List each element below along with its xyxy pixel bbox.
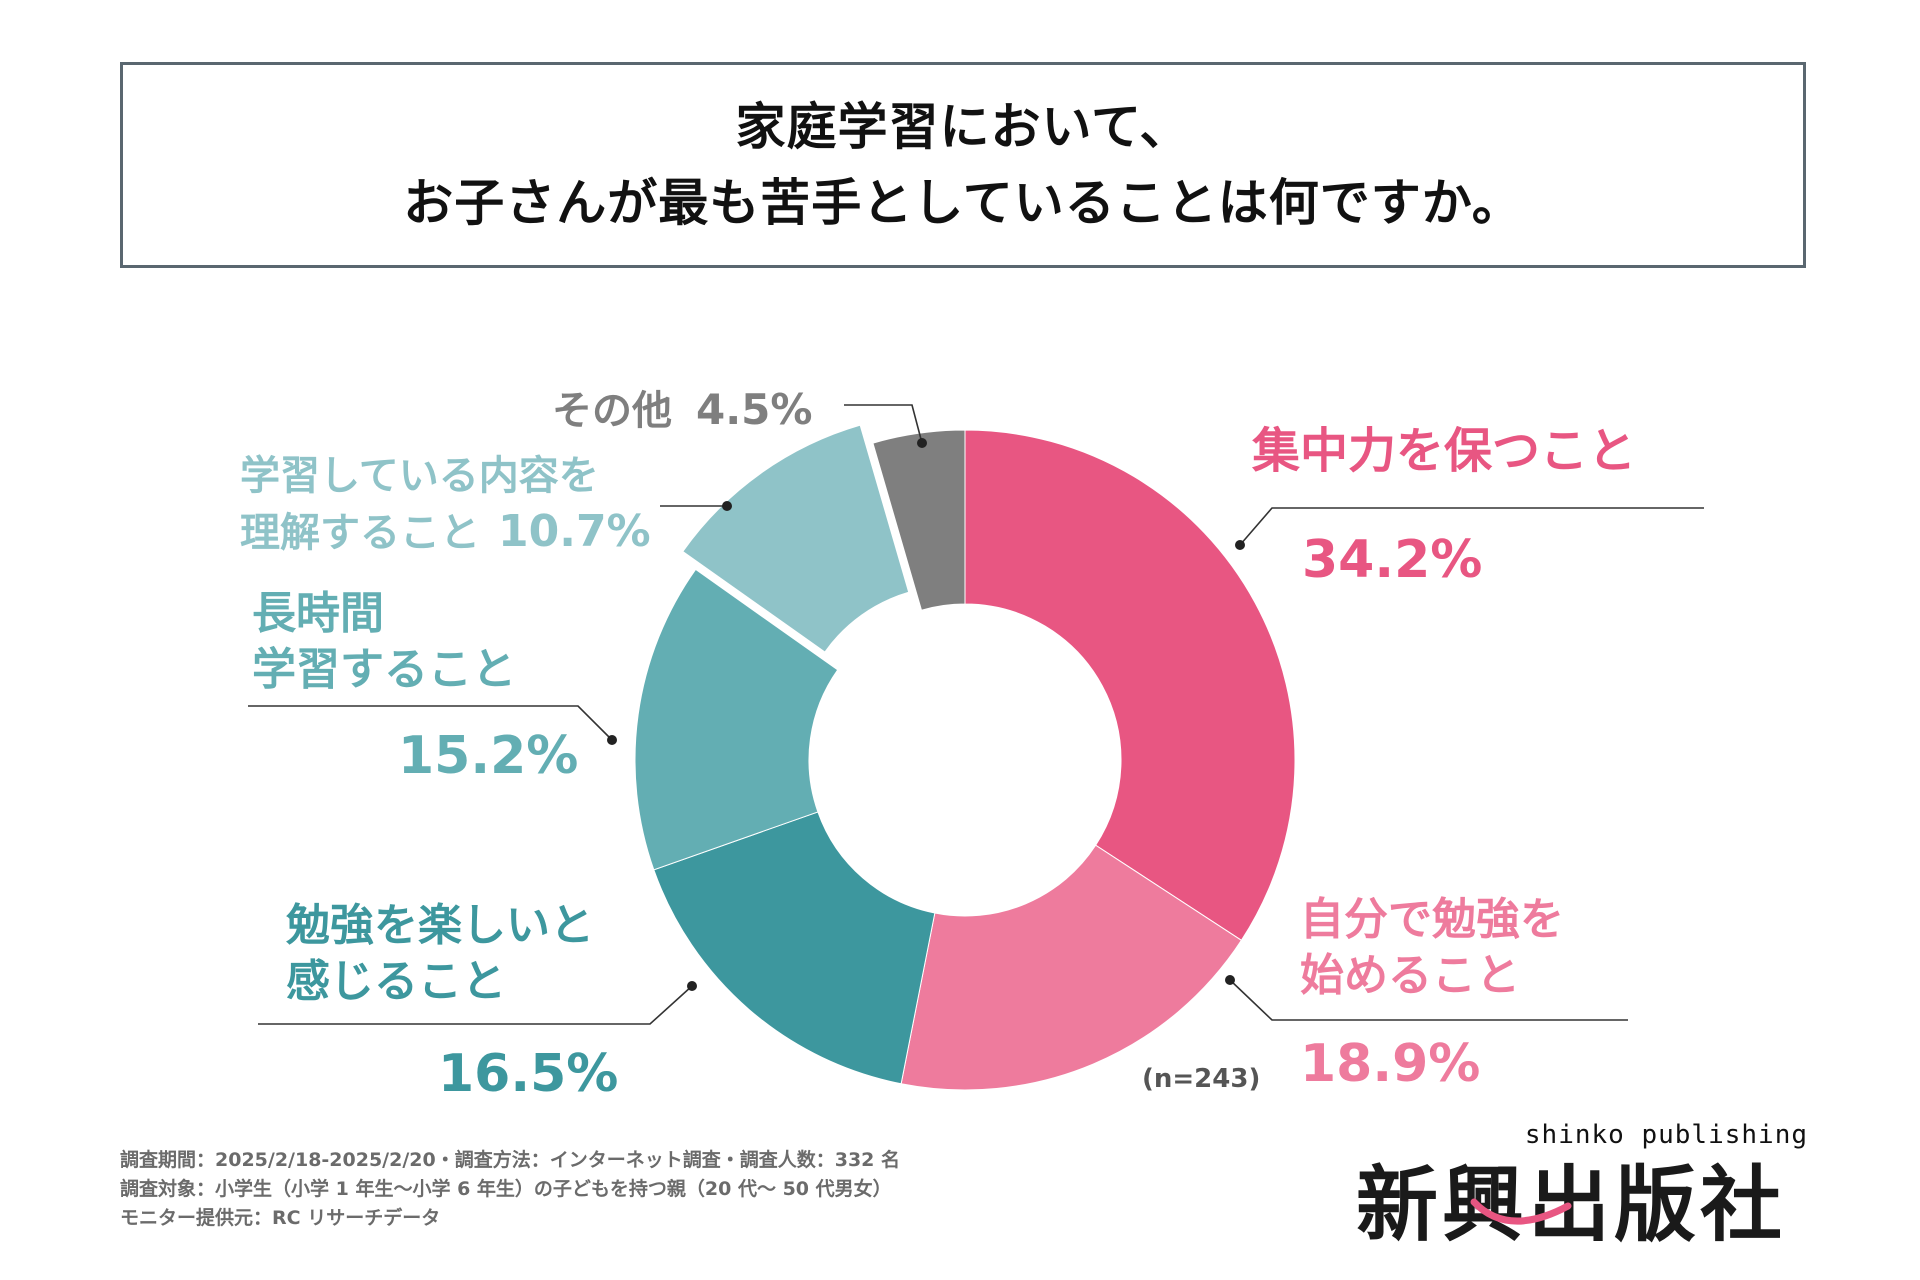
slice-concentration (964, 429, 1296, 942)
leader-self-start-dot (1225, 975, 1235, 985)
leader-enjoy-dot (687, 981, 697, 991)
slice-enjoy (653, 811, 936, 1085)
slice-long-study (634, 568, 839, 871)
survey-footer: 調査期間：2025/2/18-2025/2/20・調査方法：インターネット調査・… (120, 1146, 900, 1233)
label-concentration-name: 集中力を保つこと (1252, 423, 1637, 479)
title-box: 家庭学習において、 お子さんが最も苦手としていることは何ですか。 (120, 62, 1806, 268)
label-long-study: 長時間 学習すること 15.2% (252, 586, 578, 786)
title-line-1: 家庭学習において、 (735, 98, 1191, 156)
leader-self-start (1229, 979, 1628, 1021)
leader-enjoy (258, 985, 693, 1025)
leader-concentration-dot (1235, 540, 1245, 550)
sample-size: (n=243) (1142, 1064, 1261, 1094)
leader-understand-dot (722, 501, 732, 511)
label-other-name: その他 (552, 388, 672, 434)
label-self-start-name-1: 自分で勉強を (1300, 894, 1564, 945)
label-concentration: 集中力を保つこと 34.2% (1252, 420, 1636, 590)
label-understand-name-1: 学習している内容を (240, 453, 599, 499)
publisher-logo: shinko publishing 新興出版社 (1356, 1120, 1816, 1253)
leader-other (844, 404, 923, 444)
label-understand-value: 10.7% (498, 506, 651, 557)
label-understand: 学習している内容を 理解すること 10.7% (240, 450, 651, 562)
footer-line-3: モニター提供元：RC リサーチデータ (120, 1207, 441, 1229)
leader-long-study (248, 705, 613, 741)
footer-line-2: 調査対象：小学生（小学 1 年生〜小学 6 年生）の子どもを持つ親（20 代〜 … (120, 1178, 892, 1200)
label-self-start: 自分で勉強を 始めること 18.9% (1300, 892, 1564, 1094)
slice-self-start (900, 844, 1243, 1091)
leader-concentration (1239, 507, 1704, 546)
label-long-study-name-1: 長時間 (252, 588, 384, 639)
label-long-study-value: 15.2% (398, 726, 579, 786)
label-enjoy-value: 16.5% (438, 1044, 619, 1104)
title-line-2: お子さんが最も苦手としていることは何ですか。 (403, 174, 1523, 232)
label-self-start-name-2: 始めること (1300, 950, 1520, 1001)
footer-line-1: 調査期間：2025/2/18-2025/2/20・調査方法：インターネット調査・… (120, 1149, 901, 1171)
leader-other-dot (917, 438, 927, 448)
logo-swoosh-icon (1470, 1198, 1572, 1225)
label-self-start-value: 18.9% (1300, 1034, 1481, 1094)
slice-other (872, 429, 966, 611)
label-long-study-name-2: 学習すること (252, 644, 516, 695)
label-understand-name-2: 理解すること (240, 510, 480, 556)
label-enjoy-name-2: 感じること (286, 956, 506, 1007)
label-enjoy: 勉強を楽しいと 感じること 16.5% (286, 898, 618, 1104)
label-concentration-value: 34.2% (1302, 530, 1483, 590)
logo-tagline: shinko publishing (1524, 1120, 1808, 1150)
leader-long-study-dot (607, 735, 617, 745)
label-enjoy-name-1: 勉強を楽しいと (286, 900, 594, 951)
label-other-value: 4.5% (696, 385, 813, 434)
label-other: その他 4.5% (552, 380, 812, 440)
